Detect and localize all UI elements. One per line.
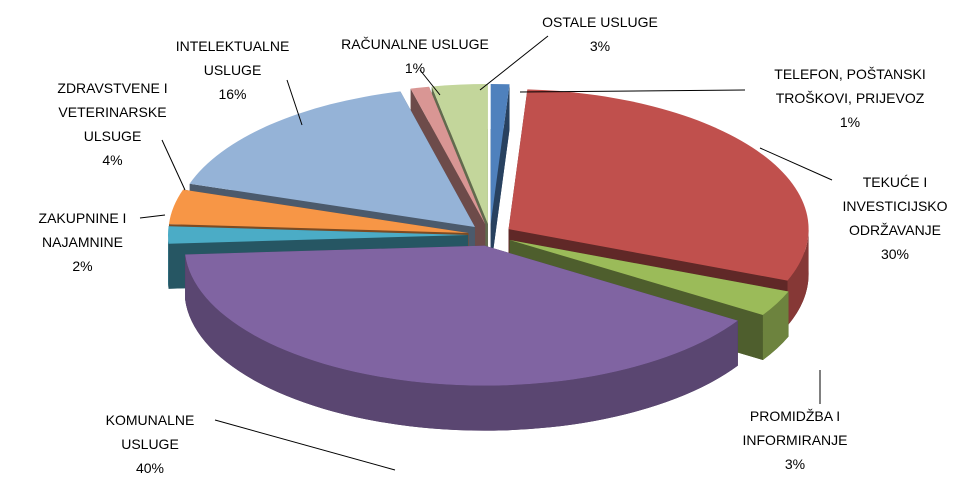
slice-label: TELEFON, POŠTANSKI TROŠKOVI, PRIJEVOZ 1% (760, 62, 940, 134)
percent-label: 16% (218, 86, 247, 102)
category-label: RAČUNALNE USLUGE (341, 36, 489, 52)
slice-label: OSTALE USLUGE 3% (510, 10, 690, 58)
percent-label: 3% (589, 38, 611, 54)
slice (410, 86, 486, 225)
slice (508, 89, 809, 281)
category-label: ZAKUPNINE I NAJAMNINE (38, 210, 127, 250)
slice-label: PROMIDŽBA I INFORMIRANJE 3% (725, 404, 865, 476)
slice (509, 239, 789, 316)
percent-label: 1% (839, 114, 861, 130)
category-label: TEKUĆE I INVESTICIJSKO ODRŽAVANJE (842, 174, 948, 238)
slice (167, 226, 468, 244)
percent-label: 30% (880, 246, 910, 262)
slice (431, 84, 488, 225)
percent-label: 40% (135, 460, 165, 476)
percent-label: 2% (72, 258, 93, 274)
slice (189, 91, 475, 227)
percent-label: 3% (784, 456, 806, 472)
slice-label: KOMUNALNE USLUGE 40% (95, 408, 205, 477)
percent-label: 4% (102, 152, 123, 168)
slice-label: INTELEKTUALNE USLUGE 16% (160, 34, 305, 106)
slice-label: TEKUĆE I INVESTICIJSKO ODRŽAVANJE 30% (830, 170, 960, 266)
slice-label: ZDRAVSTVENE I VETERINARSKE ULSUGE 4% (40, 76, 185, 172)
leader-line (479, 35, 549, 91)
slice-label: RAČUNALNE USLUGE 1% (305, 32, 525, 80)
leader-line (139, 214, 166, 219)
leader-line (286, 79, 303, 126)
slice-side (168, 235, 169, 289)
slice (185, 245, 738, 386)
category-label: INTELEKTUALNE USLUGE (175, 38, 290, 78)
leader-line (419, 69, 441, 96)
category-label: OSTALE USLUGE (542, 14, 658, 30)
leader-line (214, 419, 396, 471)
slice-side (787, 229, 809, 326)
category-label: ZDRAVSTVENE I VETERINARSKE ULSUGE (57, 80, 168, 144)
percent-label: 1% (404, 60, 426, 76)
slice (490, 84, 510, 225)
category-label: PROMIDŽBA I INFORMIRANJE (742, 408, 848, 448)
category-label: TELEFON, POŠTANSKI TROŠKOVI, PRIJEVOZ (774, 66, 926, 106)
slice (168, 189, 469, 233)
leader-line (519, 89, 746, 93)
leader-line (161, 139, 186, 191)
slice-cut-face (490, 84, 510, 270)
slice-label: ZAKUPNINE I NAJAMNINE 2% (20, 206, 145, 278)
category-label: KOMUNALNE USLUGE (105, 412, 195, 452)
slice-side (185, 254, 738, 431)
slice-side (762, 291, 789, 361)
leader-line (759, 147, 833, 181)
